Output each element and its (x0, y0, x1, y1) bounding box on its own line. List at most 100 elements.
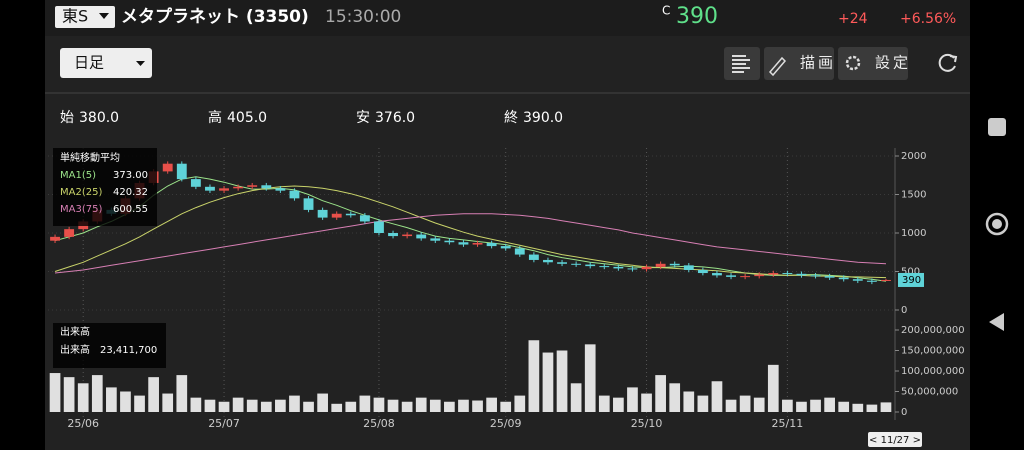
market-select[interactable] (55, 6, 115, 28)
legend-value: 420.32 (113, 187, 148, 198)
change-pct: +6.56% (900, 11, 956, 27)
volume-bar (514, 395, 526, 412)
ohlc-key: 終 (504, 110, 518, 126)
candle-body (444, 240, 455, 243)
candle-body (275, 188, 286, 191)
volume-bar (275, 399, 286, 412)
header-bar (45, 0, 970, 36)
period: 日足 (74, 54, 104, 72)
refresh-icon[interactable] (938, 53, 956, 72)
volume-bar (106, 387, 117, 412)
volume-bar (429, 399, 441, 412)
volume-bar (810, 399, 821, 412)
candle-body (796, 273, 807, 276)
candle-body (528, 254, 539, 260)
change: +24 (838, 11, 868, 27)
time: 15:30:00 (325, 7, 401, 27)
ma-line (54, 185, 887, 279)
candle-body (571, 263, 582, 265)
volume-bar (373, 397, 385, 412)
volume-bar (627, 387, 638, 412)
y-tick-label: 1500 (901, 190, 926, 201)
ohlc-value: 405.0 (227, 110, 267, 126)
candle-body (430, 238, 441, 241)
candle-body (641, 266, 652, 270)
y-tick-label: 200,000,000 (901, 325, 965, 336)
volume-bar (711, 381, 723, 412)
candle-body (514, 248, 525, 255)
volume-bar (345, 401, 357, 412)
legend-value: 600.55 (113, 204, 148, 215)
candle-body (64, 229, 75, 237)
candle-body (233, 186, 244, 189)
candle-body (613, 266, 624, 269)
price-flag: C (662, 4, 670, 18)
volume-bar (63, 377, 75, 412)
stock-name: メタプラネット (3350) (121, 6, 309, 27)
volume-bar (641, 393, 652, 412)
ohlc-key: 安 (356, 110, 370, 126)
volume-bar (134, 395, 145, 412)
volume-bar (204, 399, 216, 412)
settings-button[interactable] (838, 47, 908, 80)
candle-body (697, 269, 708, 274)
volume-bar (444, 401, 455, 412)
candle-body (782, 273, 793, 275)
nav-recent[interactable] (988, 118, 1006, 136)
volume-bar (598, 395, 610, 412)
candle-body (852, 279, 863, 281)
legend-name: MA1(5) (60, 170, 96, 181)
legend-value: 373.00 (113, 170, 148, 181)
candle-body (838, 277, 849, 280)
volume-bar (148, 377, 159, 412)
volume-bar (120, 391, 131, 412)
draw-label: 描画 (800, 54, 836, 72)
volume-bar (528, 340, 540, 412)
date-badge: < 11/27 > (869, 435, 921, 446)
y-tick-label: 500 (901, 267, 920, 278)
volume-bar (401, 401, 413, 412)
draw-button[interactable] (764, 47, 834, 80)
candle-body (726, 275, 736, 277)
candle-body (331, 213, 342, 218)
ohlc-strip: 始 380.0 高 405.0 安 376.0 終 390.0 (60, 109, 563, 126)
volume-bar (49, 373, 61, 412)
candle-body (247, 185, 258, 187)
x-tick-label: 25/07 (208, 417, 240, 430)
candle-body (317, 209, 328, 218)
candle-body (261, 185, 272, 189)
volume-bar (218, 401, 230, 412)
volume-bar (176, 375, 188, 412)
candle-body (810, 275, 821, 277)
ohlc-value: 390.0 (523, 110, 563, 126)
candle-body (388, 233, 398, 237)
candle-body (824, 276, 835, 278)
period-select[interactable] (60, 48, 152, 78)
volume-bar (767, 364, 779, 412)
candle-body (205, 186, 215, 191)
chart: 25/06 25/07 25/08 25/09 25/10 25/11 0 500 1000 15… (48, 148, 965, 430)
volume-bar (91, 375, 103, 412)
volume-bar (683, 391, 695, 412)
x-tick-label: 25/06 (67, 417, 99, 430)
volume-bar (655, 375, 666, 412)
candle-body (881, 279, 891, 281)
candle-body (866, 280, 877, 282)
volume-bar (246, 399, 258, 412)
nav-back[interactable] (989, 313, 1004, 331)
volume-bar (753, 397, 765, 412)
volume-bar (542, 352, 554, 412)
volume-bar (880, 402, 892, 412)
legend-name: MA3(75) (60, 204, 102, 215)
candle-body (486, 243, 497, 247)
volume-bar (359, 395, 371, 412)
legend-name: MA2(25) (60, 187, 102, 198)
nav-home[interactable] (985, 212, 1009, 236)
candle-body (458, 242, 469, 245)
ma-line (54, 213, 887, 274)
volume-bar (584, 344, 596, 412)
volume-bar (232, 397, 244, 412)
volume-bar (782, 399, 793, 412)
volume-bar (387, 399, 399, 412)
